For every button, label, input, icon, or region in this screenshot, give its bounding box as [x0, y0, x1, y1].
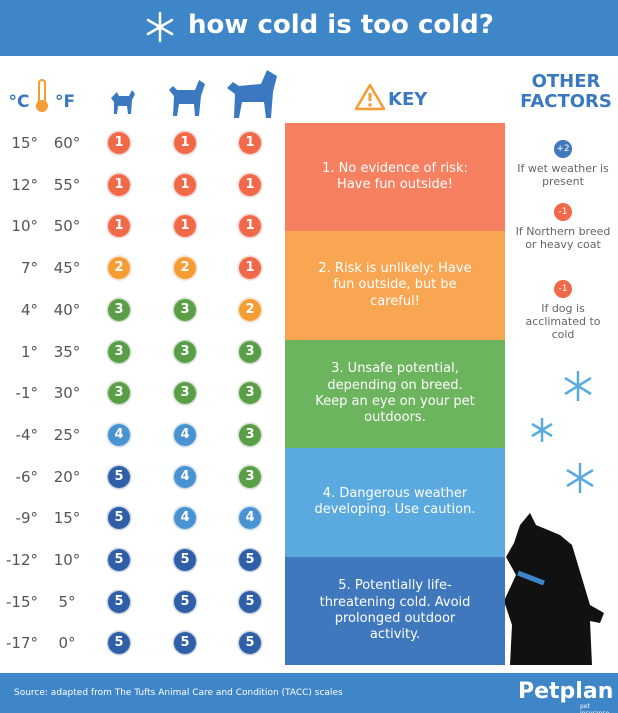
risk-circle: 3	[173, 297, 197, 322]
factor-text: If Northern breed or heavy coat	[515, 225, 611, 252]
key-block: 1. No evidence of risk: Have fun outside…	[285, 123, 505, 232]
celsius-value: 7°	[20, 259, 38, 278]
celsius-value: 15°	[11, 134, 38, 152]
tagline: pet insurance	[580, 703, 609, 713]
risk-circle: 5	[107, 548, 131, 572]
snowflake-icon	[146, 11, 174, 43]
fahrenheit-value: 55°	[53, 175, 81, 194]
fahrenheit-value: 30°	[53, 384, 81, 403]
warning-icon	[354, 83, 386, 111]
factor-badge: +2	[554, 140, 572, 158]
key-block: 5. Potentially life-threatening cold. Av…	[285, 556, 505, 665]
footer-band	[0, 673, 618, 713]
celsius-value: -6°	[15, 467, 38, 486]
risk-circle: 1	[173, 172, 197, 197]
key-block: 2. Risk is unlikely: Have fun outside, b…	[285, 231, 505, 340]
snowflake-icon	[566, 463, 594, 493]
risk-circle: 5	[173, 548, 197, 572]
factor-text: If dog is acclimated to cold	[525, 302, 601, 342]
snowflake-icon	[531, 418, 553, 442]
risk-circle: 4	[173, 464, 197, 489]
celsius-value: -17°	[6, 634, 38, 653]
risk-circle: 1	[173, 131, 197, 155]
risk-circle: 4	[107, 422, 131, 447]
risk-circle: 5	[107, 631, 131, 656]
risk-circle: 5	[238, 589, 262, 614]
factor-badge: -1	[554, 280, 572, 298]
risk-circle: 5	[173, 631, 197, 656]
factor-text: If wet weather is present	[517, 162, 609, 189]
risk-circle: 3	[173, 381, 197, 406]
fahrenheit-value: 5°	[58, 592, 76, 611]
risk-circle: 5	[107, 464, 131, 489]
risk-circle: 3	[107, 297, 131, 322]
risk-circle: 3	[238, 464, 262, 489]
risk-circle: 2	[107, 256, 131, 281]
celsius-value: -15°	[6, 592, 38, 611]
risk-circle: 4	[238, 506, 262, 531]
risk-circle: 1	[238, 131, 262, 155]
risk-circle: 3	[107, 381, 131, 406]
celsius-value: -12°	[6, 551, 38, 569]
fahrenheit-value: 10°	[53, 551, 81, 569]
fahrenheit-value: 45°	[53, 259, 81, 278]
risk-circle: 5	[107, 589, 131, 614]
small-dog-icon	[111, 90, 135, 114]
fahrenheit-header: °F	[54, 92, 76, 112]
fahrenheit-value: 60°	[53, 134, 81, 152]
celsius-value: -1°	[15, 384, 38, 403]
risk-circle: 3	[238, 381, 262, 406]
celsius-value: 10°	[11, 217, 38, 236]
risk-circle: 5	[238, 631, 262, 656]
risk-circle: 4	[173, 422, 197, 447]
celsius-value: -4°	[15, 425, 38, 444]
celsius-value: -9°	[15, 509, 38, 528]
risk-circle: 5	[238, 548, 262, 572]
celsius-value: 4°	[20, 300, 38, 319]
risk-circle: 2	[238, 297, 262, 322]
fahrenheit-value: 25°	[53, 425, 81, 444]
risk-circle: 1	[238, 256, 262, 281]
fahrenheit-value: 0°	[58, 634, 76, 653]
medium-dog-icon	[169, 80, 205, 116]
risk-circle: 1	[107, 214, 131, 239]
thermometer-icon	[36, 79, 48, 112]
fahrenheit-value: 35°	[53, 342, 81, 361]
risk-circle: 1	[238, 172, 262, 197]
celsius-value: 1°	[20, 342, 38, 361]
risk-circle: 1	[107, 172, 131, 197]
risk-circle: 1	[238, 214, 262, 239]
risk-circle: 5	[173, 589, 197, 614]
key-header: KEY	[388, 89, 428, 110]
risk-circle: 5	[107, 506, 131, 531]
fahrenheit-value: 40°	[53, 300, 81, 319]
risk-circle: 1	[107, 131, 131, 155]
risk-circle: 3	[173, 339, 197, 364]
snowflake-icon	[564, 371, 592, 401]
fahrenheit-value: 20°	[53, 467, 81, 486]
key-block: 4. Dangerous weather developing. Use cau…	[285, 448, 505, 557]
factor-badge: -1	[554, 203, 572, 221]
scottie-dog	[504, 513, 604, 665]
source: Source: adapted from The Tufts Animal Ca…	[14, 688, 343, 698]
fahrenheit-value: 15°	[53, 509, 81, 528]
risk-circle: 3	[238, 339, 262, 364]
celsius-value: 12°	[11, 175, 38, 194]
brand: Petplan	[518, 679, 614, 704]
risk-circle: 2	[173, 256, 197, 281]
risk-circle: 1	[173, 214, 197, 239]
other-factors-header: OTHER FACTORS	[520, 71, 612, 112]
risk-circle: 3	[238, 422, 262, 447]
celsius-header: °C	[8, 92, 30, 112]
risk-circle: 4	[173, 506, 197, 531]
header-band	[0, 0, 618, 56]
large-dog-icon	[227, 70, 277, 118]
title: how cold is too cold?	[188, 10, 494, 40]
fahrenheit-value: 50°	[53, 217, 81, 236]
risk-circle: 3	[107, 339, 131, 364]
key-block: 3. Unsafe potential, depending on breed.…	[285, 339, 505, 449]
